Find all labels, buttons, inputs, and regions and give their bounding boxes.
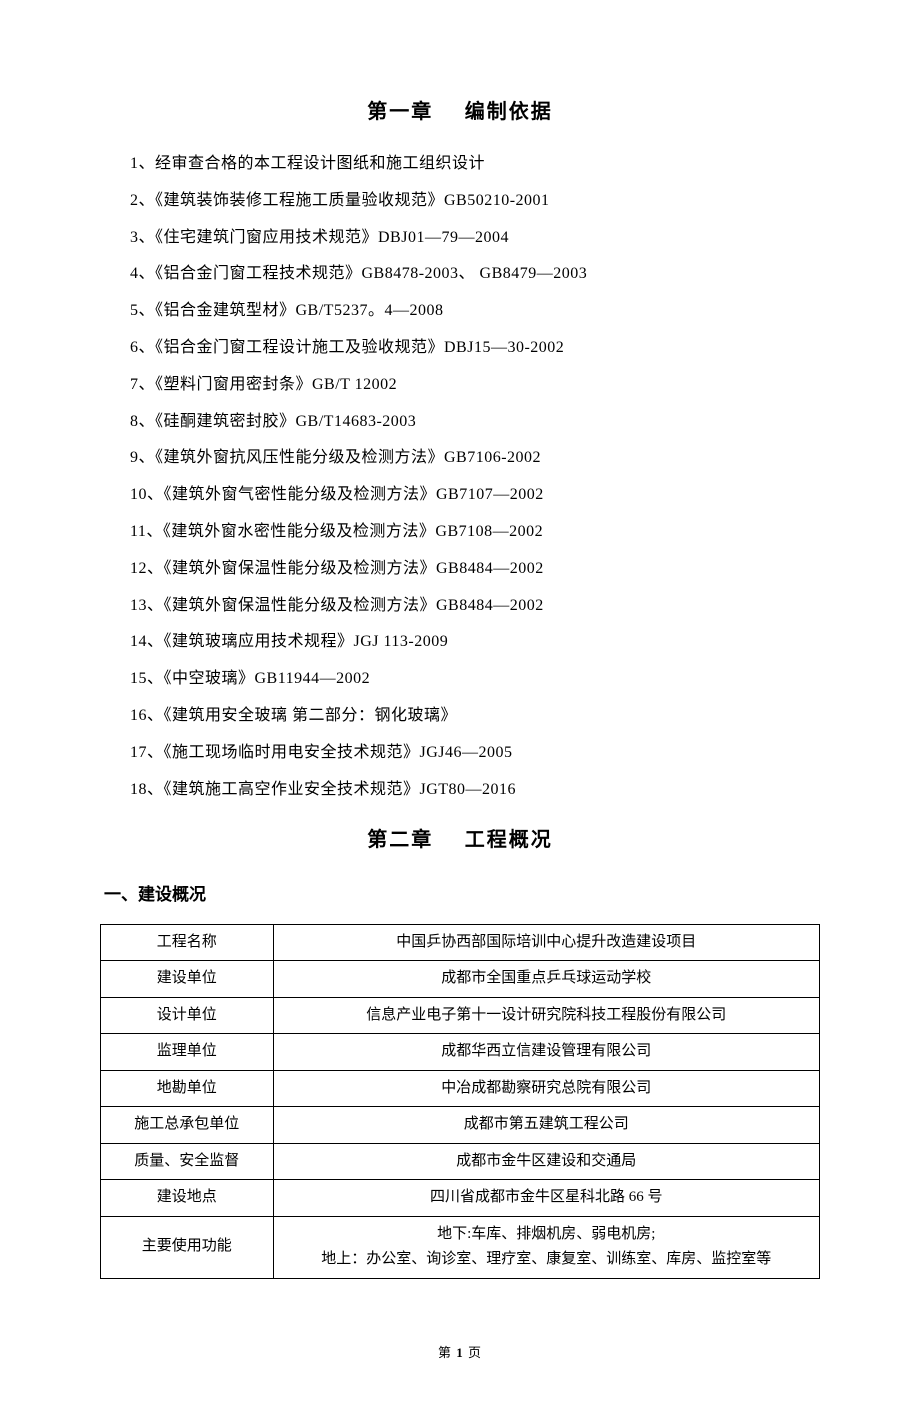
row-label: 施工总承包单位: [101, 1107, 274, 1144]
list-item: 12、《建筑外窗保温性能分级及检测方法》GB8484—2002: [130, 551, 820, 588]
list-item: 7、《塑料门窗用密封条》GB/T 12002: [130, 367, 820, 404]
row-label: 建设地点: [101, 1180, 274, 1217]
list-item: 11、《建筑外窗水密性能分级及检测方法》GB7108—2002: [130, 514, 820, 551]
table-row: 建设单位 成都市全国重点乒乓球运动学校: [101, 961, 820, 998]
row-label: 主要使用功能: [101, 1216, 274, 1278]
footer-suffix: 页: [464, 1345, 482, 1360]
chapter-2-title: 第二章 工程概况: [100, 818, 820, 862]
chapter-2-num: 第二章: [367, 829, 433, 851]
row-value: 成都市全国重点乒乓球运动学校: [273, 961, 819, 998]
chapter-1-title: 第一章 编制依据: [100, 90, 820, 134]
footer-prefix: 第: [438, 1345, 456, 1360]
list-item: 6、《铝合金门窗工程设计施工及验收规范》DBJ15—30-2002: [130, 330, 820, 367]
project-info-table: 工程名称 中国乒协西部国际培训中心提升改造建设项目 建设单位 成都市全国重点乒乓…: [100, 924, 820, 1279]
row-value: 成都市金牛区建设和交通局: [273, 1143, 819, 1180]
list-item: 13、《建筑外窗保温性能分级及检测方法》GB8484—2002: [130, 588, 820, 625]
list-item: 10、《建筑外窗气密性能分级及检测方法》GB7107—2002: [130, 477, 820, 514]
chapter-1-list: 1、经审查合格的本工程设计图纸和施工组织设计 2、《建筑装饰装修工程施工质量验收…: [100, 146, 820, 808]
list-item: 15、《中空玻璃》GB11944—2002: [130, 661, 820, 698]
chapter-1-name: 编制依据: [465, 101, 553, 123]
row-label: 地勘单位: [101, 1070, 274, 1107]
row-label: 质量、安全监督: [101, 1143, 274, 1180]
page-footer: 第 1 页: [100, 1339, 820, 1368]
list-item: 3、《住宅建筑门窗应用技术规范》DBJ01—79—2004: [130, 220, 820, 257]
row-value: 地下:车库、排烟机房、弱电机房; 地上：办公室、询诊室、理疗室、康复室、训练室、…: [273, 1216, 819, 1278]
list-item: 1、经审查合格的本工程设计图纸和施工组织设计: [130, 146, 820, 183]
table-row: 监理单位 成都华西立信建设管理有限公司: [101, 1034, 820, 1071]
list-item: 8、《硅酮建筑密封胶》GB/T14683-2003: [130, 404, 820, 441]
table-row: 工程名称 中国乒协西部国际培训中心提升改造建设项目: [101, 924, 820, 961]
row-label: 监理单位: [101, 1034, 274, 1071]
row-value: 中国乒协西部国际培训中心提升改造建设项目: [273, 924, 819, 961]
section-1-title: 一、建设概况: [100, 876, 820, 913]
list-item: 4、《铝合金门窗工程技术规范》GB8478-2003、 GB8479—2003: [130, 256, 820, 293]
row-value: 成都华西立信建设管理有限公司: [273, 1034, 819, 1071]
chapter-2-name: 工程概况: [465, 829, 553, 851]
row-value: 信息产业电子第十一设计研究院科技工程股份有限公司: [273, 997, 819, 1034]
list-item: 17、《施工现场临时用电安全技术规范》JGJ46—2005: [130, 735, 820, 772]
list-item: 16、《建筑用安全玻璃 第二部分：钢化玻璃》: [130, 698, 820, 735]
list-item: 14、《建筑玻璃应用技术规程》JGJ 113-2009: [130, 624, 820, 661]
table-row: 建设地点 四川省成都市金牛区星科北路 66 号: [101, 1180, 820, 1217]
row-label: 设计单位: [101, 997, 274, 1034]
row-value: 成都市第五建筑工程公司: [273, 1107, 819, 1144]
row-label: 建设单位: [101, 961, 274, 998]
row-value: 中冶成都勘察研究总院有限公司: [273, 1070, 819, 1107]
list-item: 5、《铝合金建筑型材》GB/T5237。4—2008: [130, 293, 820, 330]
list-item: 18、《建筑施工高空作业安全技术规范》JGT80—2016: [130, 772, 820, 809]
list-item: 2、《建筑装饰装修工程施工质量验收规范》GB50210-2001: [130, 183, 820, 220]
chapter-1-num: 第一章: [367, 101, 433, 123]
table-row: 地勘单位 中冶成都勘察研究总院有限公司: [101, 1070, 820, 1107]
row-value: 四川省成都市金牛区星科北路 66 号: [273, 1180, 819, 1217]
table-row: 主要使用功能 地下:车库、排烟机房、弱电机房; 地上：办公室、询诊室、理疗室、康…: [101, 1216, 820, 1278]
page-number: 1: [456, 1345, 464, 1360]
table-row: 质量、安全监督 成都市金牛区建设和交通局: [101, 1143, 820, 1180]
table-row: 施工总承包单位 成都市第五建筑工程公司: [101, 1107, 820, 1144]
list-item: 9、《建筑外窗抗风压性能分级及检测方法》GB7106-2002: [130, 440, 820, 477]
row-label: 工程名称: [101, 924, 274, 961]
table-row: 设计单位 信息产业电子第十一设计研究院科技工程股份有限公司: [101, 997, 820, 1034]
